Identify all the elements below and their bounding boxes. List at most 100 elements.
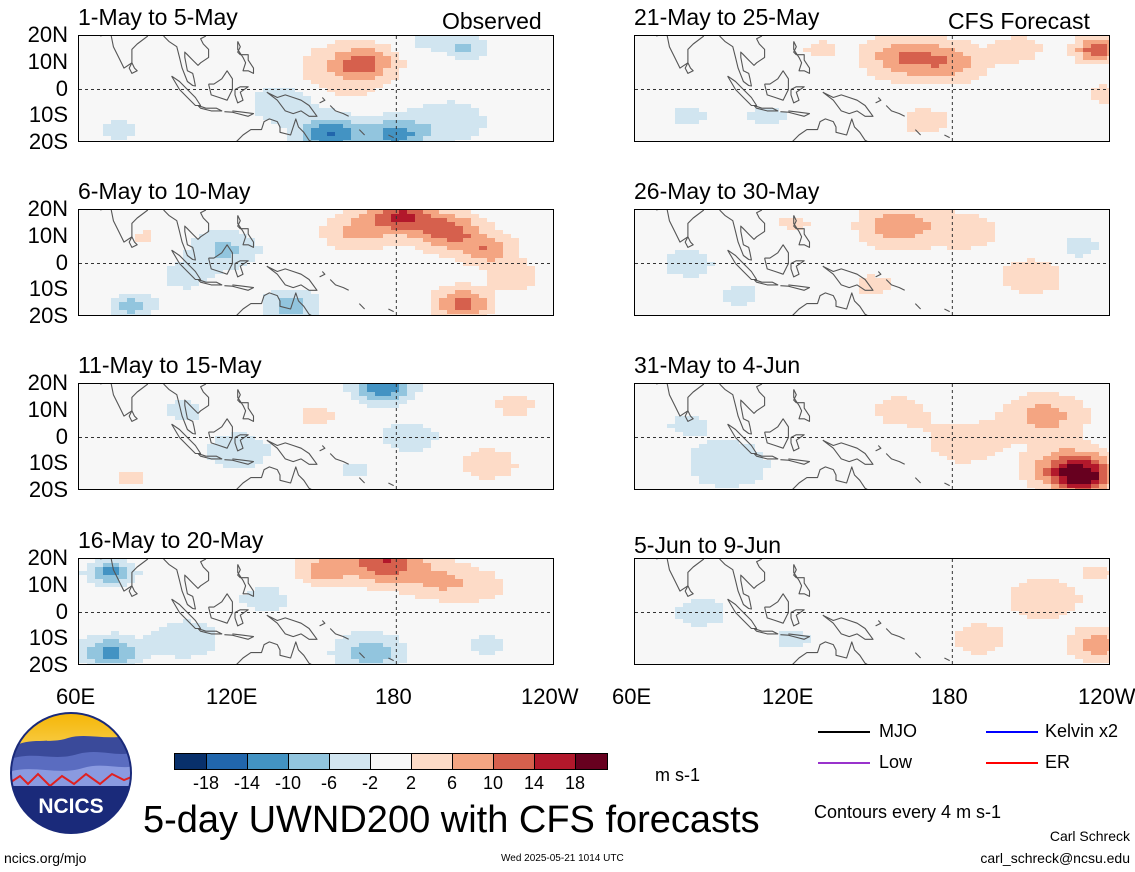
field-cell: [327, 40, 336, 45]
field-cell: [103, 88, 112, 93]
field-cell: [535, 432, 544, 437]
field-cell: [247, 36, 256, 41]
field-cell: [551, 112, 553, 117]
field-cell: [191, 36, 200, 41]
field-cell: [479, 464, 488, 469]
field-cell: [263, 392, 272, 397]
field-cell: [495, 464, 504, 469]
field-cell: [327, 424, 336, 429]
field-cell: [119, 96, 128, 101]
field-cell: [367, 76, 376, 81]
field-cell: [463, 484, 472, 489]
field-cell: [519, 246, 528, 251]
field-cell: [303, 48, 312, 53]
field-cell: [175, 306, 184, 311]
field-cell: [511, 104, 520, 109]
field-cell: [367, 440, 376, 445]
field-cell: [471, 88, 480, 93]
field-cell: [255, 52, 264, 57]
field-cell: [455, 408, 464, 413]
field-cell: [311, 214, 320, 219]
field-cell: [167, 226, 176, 231]
field-cell: [111, 460, 120, 465]
field-cell: [415, 214, 424, 219]
field-cell: [311, 310, 320, 315]
field-cell: [311, 56, 320, 61]
field-cell: [511, 250, 520, 255]
field-cell: [471, 40, 480, 45]
field-cell: [487, 416, 496, 421]
field-cell: [319, 404, 328, 409]
field-cell: [455, 456, 464, 461]
field-cell: [375, 242, 384, 247]
field-cell: [351, 452, 360, 457]
field-cell: [447, 36, 456, 41]
field-cell: [311, 238, 320, 243]
field-cell: [199, 294, 208, 299]
field-cell: [327, 226, 336, 231]
field-cell: [167, 440, 176, 445]
field-cell: [159, 310, 168, 315]
field-cell: [551, 286, 553, 291]
field-cell: [359, 242, 368, 247]
field-cell: [447, 234, 456, 239]
field-cell: [359, 84, 368, 89]
field-cell: [295, 262, 304, 267]
field-cell: [383, 88, 392, 93]
field-cell: [391, 310, 400, 315]
field-cell: [311, 384, 320, 389]
field-cell: [535, 258, 544, 263]
field-cell: [311, 306, 320, 311]
field-cell: [103, 424, 112, 429]
field-cell: [119, 88, 128, 93]
field-cell: [495, 222, 504, 227]
field-cell: [415, 40, 424, 45]
field-cell: [423, 440, 432, 445]
field-cell: [143, 56, 152, 61]
field-cell: [375, 452, 384, 457]
field-cell: [447, 242, 456, 247]
field-cell: [375, 64, 384, 69]
field-cell: [407, 428, 416, 433]
field-cell: [431, 262, 440, 267]
field-cell: [487, 76, 496, 81]
field-cell: [335, 452, 344, 457]
field-cell: [527, 306, 536, 311]
field-cell: [327, 286, 336, 291]
field-cell: [351, 298, 360, 303]
field-cell: [135, 428, 144, 433]
field-cell: [551, 270, 553, 275]
field-cell: [479, 120, 488, 125]
field-cell: [135, 140, 144, 141]
field-cell: [343, 476, 352, 481]
field-cell: [479, 468, 488, 473]
field-cell: [471, 420, 480, 425]
field-cell: [95, 306, 104, 311]
field-cell: [223, 60, 232, 65]
field-cell: [271, 408, 280, 413]
field-cell: [447, 444, 456, 449]
field-cell: [111, 452, 120, 457]
field-cell: [119, 218, 128, 223]
field-cell: [543, 116, 552, 121]
field-cell: [455, 64, 464, 69]
field-cell: [455, 116, 464, 121]
field-cell: [319, 472, 328, 477]
field-cell: [247, 84, 256, 89]
field-cell: [287, 36, 296, 41]
field-cell: [191, 424, 200, 429]
field-cell: [407, 96, 416, 101]
field-cell: [495, 460, 504, 465]
field-cell: [367, 262, 376, 267]
field-cell: [263, 448, 272, 453]
field-cell: [103, 120, 112, 125]
field-cell: [215, 112, 224, 117]
field-cell: [119, 476, 128, 481]
field-cell: [127, 222, 136, 227]
field-cell: [399, 310, 408, 315]
field-cell: [223, 120, 232, 125]
field-cell: [271, 52, 280, 57]
field-cell: [103, 436, 112, 441]
field-cell: [111, 262, 120, 267]
field-cell: [103, 404, 112, 409]
